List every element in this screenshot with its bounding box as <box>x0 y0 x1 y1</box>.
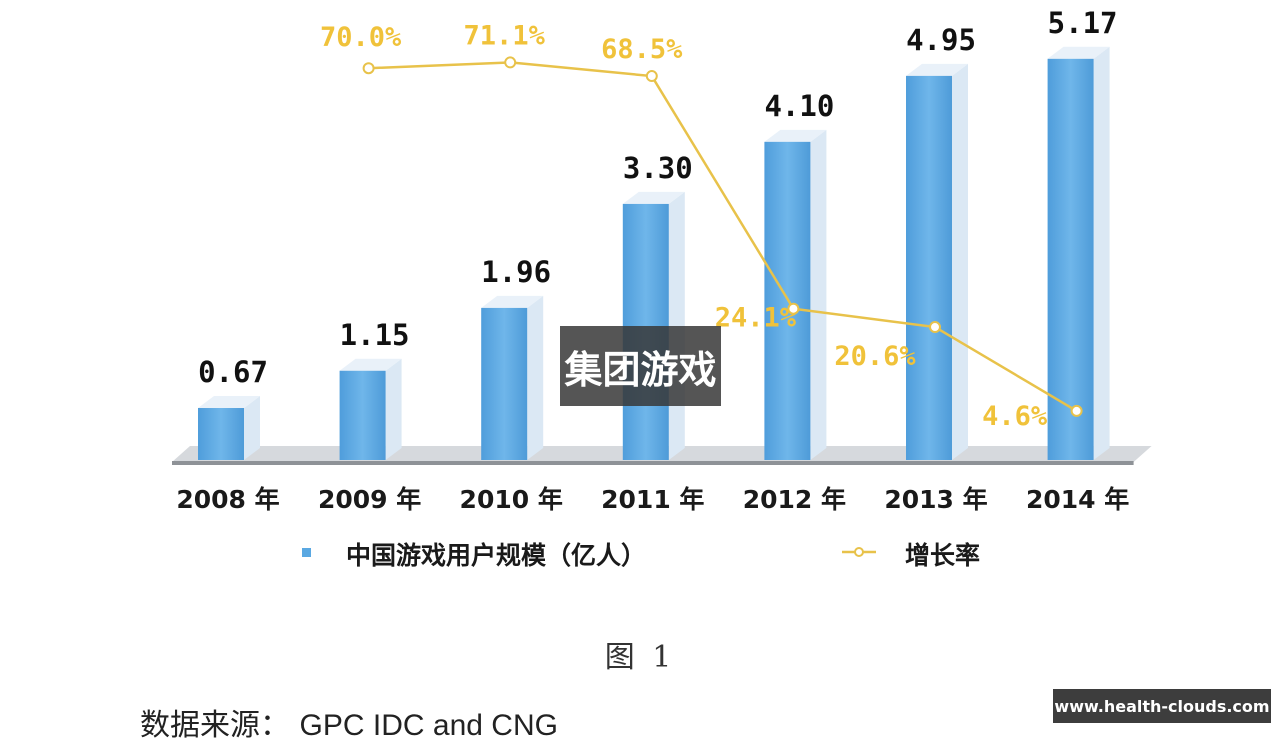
growth-rate-point <box>787 302 800 315</box>
bar-value-label: 5.17 <box>1048 6 1118 40</box>
bar-top <box>622 191 685 204</box>
legend-bar-swatch <box>302 548 311 557</box>
floor-edge <box>172 461 1134 465</box>
bar-value-label: 0.67 <box>198 355 268 389</box>
bar <box>906 75 952 460</box>
chart-canvas: 0.67 1.15 1.96 3.30 4.10 4.95 5.17 70.0% 71.1% 68… <box>172 6 1152 570</box>
bar-value-label: 1.96 <box>481 255 551 289</box>
x-tick-label: 2009 年 <box>318 485 421 514</box>
growth-rate-label: 24.1% <box>715 303 797 334</box>
bar-series <box>198 46 1110 461</box>
bar-side <box>810 129 827 460</box>
growth-rate-point <box>504 56 517 69</box>
legend-line-label: 增长率 <box>905 541 980 570</box>
growth-rate-point <box>645 70 658 83</box>
x-tick-label: 2012 年 <box>743 485 846 514</box>
bar-top <box>1047 46 1110 59</box>
x-tick-label: 2014 年 <box>1026 485 1129 514</box>
bar <box>339 370 386 460</box>
bar-top <box>339 358 402 371</box>
growth-rate-point <box>929 321 941 334</box>
bar-value-label: 1.15 <box>340 318 410 352</box>
data-labels: 0.67 1.15 1.96 3.30 4.10 4.95 5.17 70.0% 71.1% 68… <box>198 6 1117 432</box>
overlay-watermark: 集团游戏 <box>560 326 721 406</box>
bar-side <box>1093 46 1110 461</box>
bar <box>198 408 244 460</box>
growth-rate-label: 4.6% <box>982 401 1048 432</box>
growth-rate-point <box>362 62 375 75</box>
growth-rate-label: 71.1% <box>464 20 546 51</box>
x-tick-label: 2010 年 <box>460 485 563 514</box>
growth-rate-line <box>368 61 1078 412</box>
bar-side <box>244 396 260 460</box>
bar-top <box>764 129 827 142</box>
x-tick-label: 2013 年 <box>884 485 987 514</box>
bar-top <box>481 295 544 308</box>
data-source: 数据来源： GPC IDC and CNG <box>140 700 558 744</box>
data-source-prefix: 数据来源： <box>140 708 290 743</box>
growth-rate-point <box>1070 404 1083 417</box>
bar-side <box>952 63 968 460</box>
growth-rate-label: 70.0% <box>320 22 402 53</box>
legend-bar-label: 中国游戏用户规模（亿人） <box>346 541 646 570</box>
growth-rate-label: 20.6% <box>834 341 916 372</box>
x-axis-ticks: 2008 年 2009 年 2010 年 2011 年 2012 年 2013 年 2014… <box>176 485 1129 514</box>
growth-rate-label: 68.5% <box>601 34 683 65</box>
figure-caption: 图 1 <box>604 640 676 675</box>
bar-top <box>198 396 260 409</box>
x-tick-label: 2008 年 <box>176 485 279 514</box>
bar-value-label: 3.30 <box>623 151 693 185</box>
bar <box>481 307 528 460</box>
bar-side <box>385 358 402 460</box>
bar-side <box>527 295 544 460</box>
legend: 中国游戏用户规模（亿人） 增长率 <box>302 541 980 570</box>
url-watermark: www.health-clouds.com <box>1053 689 1271 723</box>
x-tick-label: 2011 年 <box>601 485 704 514</box>
bar-value-label: 4.95 <box>906 23 976 57</box>
growth-rate-series <box>362 56 1083 417</box>
bar-top <box>906 63 968 76</box>
data-source-text: GPC IDC and CNG <box>299 709 558 742</box>
bar <box>1047 58 1094 461</box>
bar-value-label: 4.10 <box>764 89 834 123</box>
legend-line-marker <box>854 547 864 557</box>
